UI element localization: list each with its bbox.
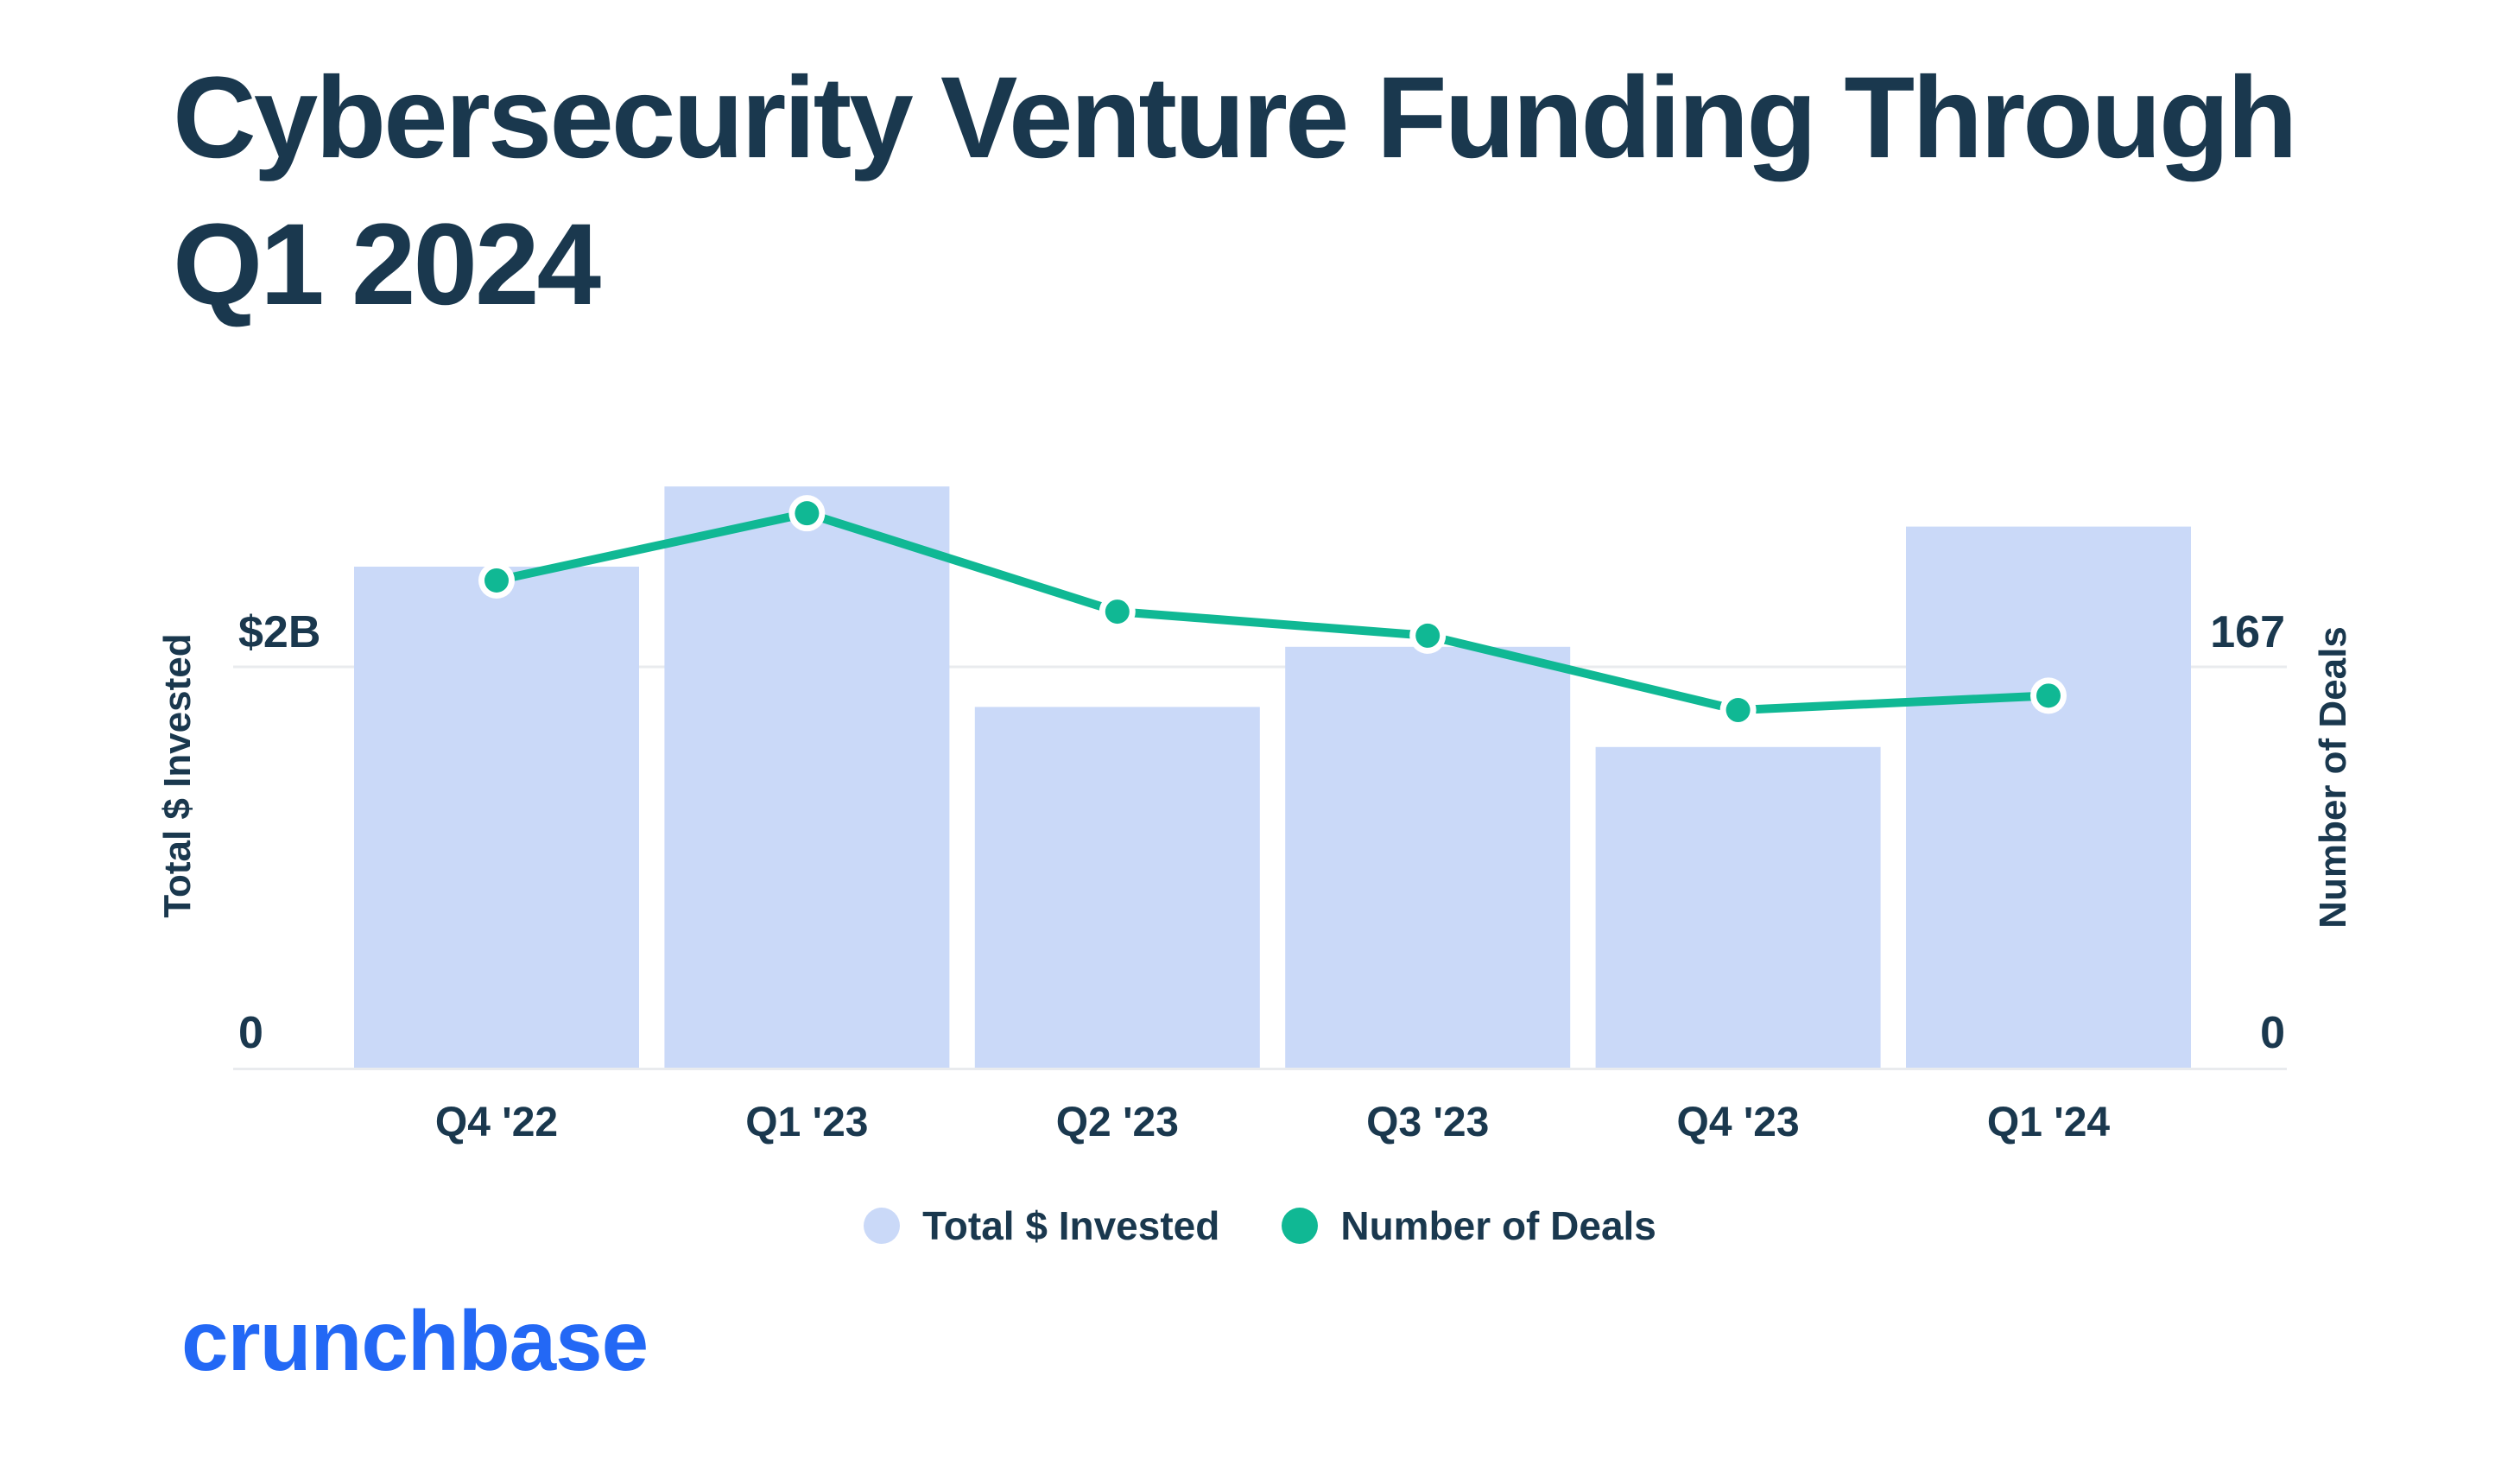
page-title-line-2: Q1 2024 [173, 200, 601, 330]
deals-marker-Q4 '22 [484, 568, 509, 593]
left-axis-tick-2b: $2B [238, 607, 321, 657]
x-axis-label-Q1 '24: Q1 '24 [1986, 1100, 2111, 1145]
deals-marker-Q2 '23 [1105, 599, 1130, 625]
x-axis-label-Q1 '23: Q1 '23 [745, 1100, 869, 1145]
x-axis-label-Q4 '23: Q4 '23 [1676, 1100, 1800, 1145]
bar-Q2 '23 [974, 707, 1260, 1068]
bar-Q4 '23 [1595, 746, 1881, 1068]
crunchbase-logo: crunchbase [181, 1293, 649, 1388]
bar-Q4 '22 [354, 567, 639, 1068]
deals-marker-Q1 '24 [2036, 683, 2061, 708]
x-axis-label-Q2 '23: Q2 '23 [1055, 1100, 1179, 1145]
legend-swatch-line-icon [1282, 1208, 1319, 1244]
legend-label-total-invested: Total $ Invested [922, 1203, 1220, 1248]
right-axis-title: Number of Deals [2312, 626, 2354, 929]
right-axis-tick-167: 167 [2210, 607, 2285, 657]
x-axis-label-Q4 '22: Q4 '22 [434, 1100, 559, 1145]
page-title: Cybersecurity Venture Funding Through Q1… [173, 45, 2298, 339]
chart-legend: Total $ Invested Number of Deals [0, 1202, 2520, 1249]
legend-item-number-of-deals: Number of Deals [1282, 1202, 1656, 1249]
x-axis-label-Q3 '23: Q3 '23 [1366, 1100, 1490, 1145]
left-axis-title: Total $ Invested [156, 633, 199, 918]
deals-marker-Q4 '23 [1725, 698, 1751, 723]
legend-label-number-of-deals: Number of Deals [1340, 1203, 1656, 1248]
page-title-line-1: Cybersecurity Venture Funding Through [173, 54, 2298, 182]
left-axis-tick-0: 0 [238, 1008, 263, 1058]
deals-marker-Q1 '23 [795, 501, 820, 526]
deals-marker-Q3 '23 [1415, 623, 1440, 648]
legend-item-total-invested: Total $ Invested [864, 1202, 1219, 1249]
bar-Q1 '23 [664, 486, 950, 1068]
legend-swatch-bar-icon [864, 1208, 901, 1244]
bar-Q3 '23 [1285, 646, 1571, 1068]
right-axis-tick-0: 0 [2260, 1008, 2285, 1058]
deals-line [492, 509, 2053, 715]
bar-Q1 '24 [1906, 526, 2191, 1068]
